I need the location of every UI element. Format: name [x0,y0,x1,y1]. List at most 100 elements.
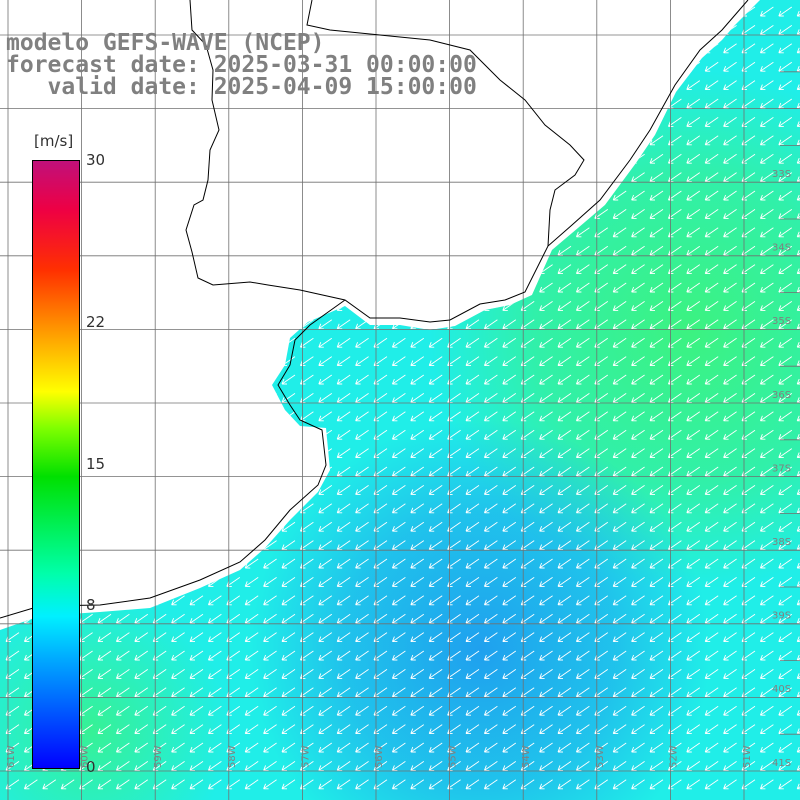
wind-arrow [612,301,627,311]
wind-arrow [502,80,517,91]
wind-arrow [189,6,204,17]
wind-arrow [686,687,701,698]
wind-arrow [649,356,664,367]
wind-arrow [336,264,351,275]
wind-arrow [759,595,774,606]
wind-arrow [171,374,185,385]
wind-arrow [539,337,553,348]
wind-arrow [134,6,149,17]
wind-arrow [336,448,351,459]
wind-arrow [97,301,112,311]
wind-arrow [336,356,351,367]
wind-arrow [189,98,204,109]
wind-arrow [189,779,204,790]
wind-arrow [575,558,590,569]
wind-arrow [281,742,296,753]
wind-arrow [539,356,553,367]
wind-arrow [502,521,517,532]
wind-arrow [704,6,719,17]
wind-arrow [631,687,645,698]
wind-arrow [704,761,719,771]
wind-arrow [778,411,793,422]
wind-arrow [778,80,793,91]
wind-arrow [631,521,645,532]
wind-arrow [115,411,130,422]
colorbar-units: [m/s] [34,132,74,150]
wind-arrow [575,595,590,606]
wind-arrow [391,245,406,256]
wind-arrow [410,172,425,183]
lat-label: 41S [772,758,791,769]
wind-arrow [189,227,204,238]
wind-arrow [244,724,259,735]
wind-arrow [686,613,701,624]
wind-arrow [318,301,333,311]
wind-arrow [263,172,277,183]
wind-arrow [539,632,553,643]
wind-arrow [612,577,627,587]
wind-arrow [759,669,774,679]
wind-arrow [42,6,57,17]
wind-arrow [134,761,149,771]
wind-arrow [465,282,480,293]
wind-arrow [281,135,296,146]
wind-arrow [428,669,443,679]
wind-arrow [759,650,774,661]
wind-arrow [502,466,517,477]
wind-arrow [704,135,719,146]
wind-arrow [336,724,351,735]
wind-arrow [115,761,130,771]
wind-arrow [575,356,590,367]
wind-arrow [355,761,369,771]
wind-arrow [539,117,553,127]
wind-arrow [263,356,277,367]
wind-arrow [686,540,701,551]
wind-arrow [281,485,296,495]
wind-arrow [97,577,112,587]
wind-arrow [631,411,645,422]
wind-arrow [557,632,572,643]
wind-arrow [244,153,259,164]
wind-arrow [134,411,149,422]
wind-arrow [355,595,369,606]
wind-arrow [189,650,204,661]
wind-arrow [612,135,627,146]
wind-arrow [336,245,351,256]
wind-arrow [115,374,130,385]
wind-arrow [759,577,774,587]
wind-arrow [704,577,719,587]
wind-arrow [355,264,369,275]
wind-arrow [355,337,369,348]
wind-arrow [207,190,222,201]
wind-arrow [649,61,664,72]
wind-arrow [115,135,130,146]
wind-arrow [631,374,645,385]
wind-arrow [557,613,572,624]
wind-arrow [115,687,130,698]
wind-arrow [723,209,737,219]
wind-arrow [557,6,572,17]
wind-arrow [575,135,590,146]
wind-arrow [410,613,425,624]
wind-arrow [97,779,112,790]
wind-arrow [465,485,480,495]
wind-arrow [759,448,774,459]
wind-arrow [244,761,259,771]
wind-arrow [557,25,572,35]
wind-arrow [391,687,406,698]
wind-arrow [171,613,185,624]
wind-arrow [483,595,498,606]
wind-arrow [115,466,130,477]
wind-arrow [539,448,553,459]
wind-arrow [631,724,645,735]
wind-arrow [23,779,38,790]
wind-arrow [502,282,517,293]
wind-arrow [428,209,443,219]
wind-arrow [649,429,664,440]
wind-arrow [649,98,664,109]
wind-arrow [612,209,627,219]
lon-label: 54W [521,745,532,768]
wind-arrow [391,761,406,771]
wind-arrow [391,503,406,514]
wind-arrow [281,172,296,183]
